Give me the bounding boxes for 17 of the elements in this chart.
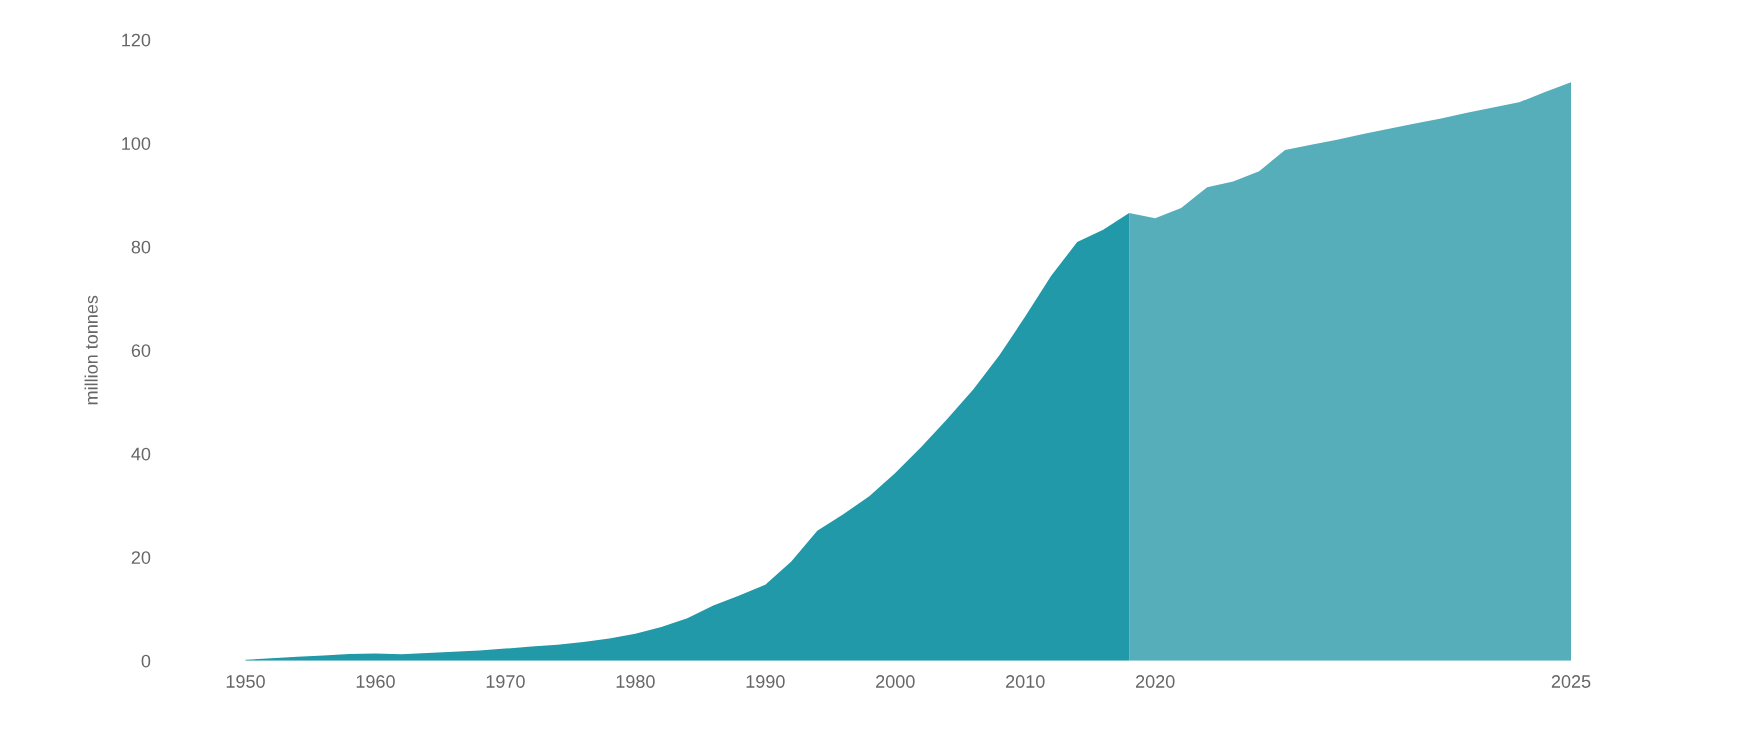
- y-tick-label: 40: [131, 447, 151, 461]
- y-tick-label: 60: [131, 344, 151, 357]
- y-tick-label: 80: [131, 240, 151, 254]
- x-tick-label: 1990: [746, 675, 785, 688]
- y-tick-label: 120: [122, 33, 151, 47]
- y-tick-label: 20: [131, 551, 151, 564]
- x-tick-label: 2025: [1551, 675, 1591, 688]
- x-tick-label: 1980: [616, 675, 655, 688]
- x-tick-label: 1950: [226, 675, 265, 688]
- y-tick-label: 0: [141, 654, 151, 668]
- x-tick-label: 1970: [486, 675, 525, 688]
- y-tick-label: 100: [122, 137, 151, 150]
- x-tick-label: 1960: [356, 675, 395, 688]
- x-tick-label: 2020: [1135, 675, 1175, 688]
- x-tick-label: 2010: [1006, 675, 1045, 688]
- x-tick-label: 2000: [876, 675, 915, 688]
- y-axis-title: million tonnes: [84, 295, 98, 405]
